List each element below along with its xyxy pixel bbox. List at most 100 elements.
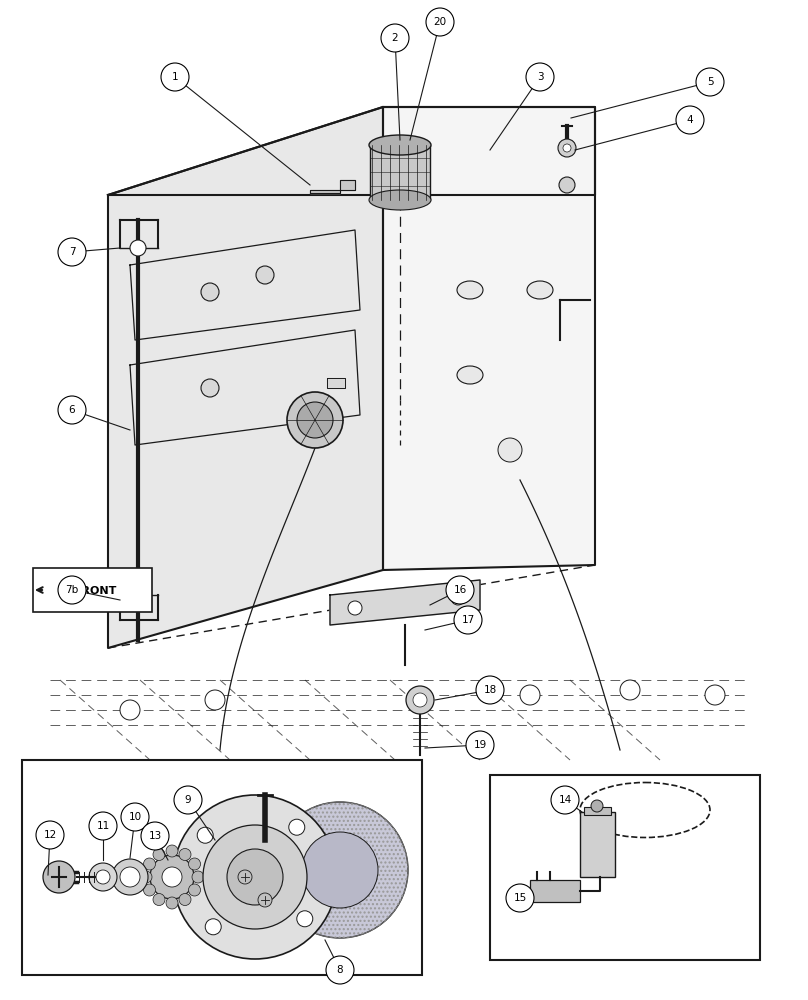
Circle shape xyxy=(498,438,522,462)
Circle shape xyxy=(36,821,64,849)
Circle shape xyxy=(297,911,313,927)
Text: 8: 8 xyxy=(337,965,343,975)
Text: 10: 10 xyxy=(128,812,141,822)
Circle shape xyxy=(58,576,86,604)
Text: 1: 1 xyxy=(171,72,179,82)
Circle shape xyxy=(451,591,465,605)
Ellipse shape xyxy=(580,782,710,838)
Text: 6: 6 xyxy=(69,405,75,415)
Circle shape xyxy=(288,819,305,835)
Circle shape xyxy=(466,731,494,759)
Circle shape xyxy=(258,893,272,907)
Text: 20: 20 xyxy=(433,17,447,27)
Circle shape xyxy=(153,848,165,860)
Ellipse shape xyxy=(457,366,483,384)
Bar xyxy=(580,812,615,877)
Ellipse shape xyxy=(457,281,483,299)
Polygon shape xyxy=(108,107,595,195)
Bar xyxy=(584,807,611,815)
Ellipse shape xyxy=(369,190,431,210)
Circle shape xyxy=(141,822,169,850)
Circle shape xyxy=(256,266,274,284)
Circle shape xyxy=(89,812,117,840)
Circle shape xyxy=(297,402,333,438)
Circle shape xyxy=(89,863,117,891)
Circle shape xyxy=(188,858,200,870)
Circle shape xyxy=(676,106,704,134)
Circle shape xyxy=(166,897,178,909)
Circle shape xyxy=(551,786,579,814)
Circle shape xyxy=(426,8,454,36)
Circle shape xyxy=(476,676,504,704)
Text: 7b: 7b xyxy=(65,585,78,595)
Circle shape xyxy=(506,884,534,912)
Polygon shape xyxy=(108,107,383,648)
Bar xyxy=(370,145,430,200)
Circle shape xyxy=(620,680,640,700)
Circle shape xyxy=(591,800,603,812)
Circle shape xyxy=(112,859,148,895)
Text: 7: 7 xyxy=(69,247,75,257)
Circle shape xyxy=(150,855,194,899)
Text: 4: 4 xyxy=(687,115,693,125)
Text: 3: 3 xyxy=(537,72,543,82)
Circle shape xyxy=(140,871,152,883)
Ellipse shape xyxy=(369,135,431,155)
Circle shape xyxy=(302,832,378,908)
Circle shape xyxy=(201,379,219,397)
Text: 9: 9 xyxy=(185,795,191,805)
Circle shape xyxy=(559,177,575,193)
Text: 12: 12 xyxy=(44,830,57,840)
Circle shape xyxy=(238,870,252,884)
Bar xyxy=(490,775,760,960)
Circle shape xyxy=(179,894,191,906)
Circle shape xyxy=(406,686,434,714)
Text: 18: 18 xyxy=(483,685,497,695)
Text: 5: 5 xyxy=(707,77,713,87)
Polygon shape xyxy=(330,580,480,625)
Circle shape xyxy=(179,848,191,860)
Text: 14: 14 xyxy=(558,795,571,805)
Circle shape xyxy=(348,601,362,615)
Circle shape xyxy=(58,396,86,424)
Polygon shape xyxy=(383,107,595,570)
Circle shape xyxy=(272,802,408,938)
Circle shape xyxy=(558,139,576,157)
Circle shape xyxy=(446,576,474,604)
Circle shape xyxy=(205,919,221,935)
Text: 15: 15 xyxy=(513,893,527,903)
Circle shape xyxy=(120,867,140,887)
Circle shape xyxy=(197,827,213,843)
Text: 16: 16 xyxy=(453,585,467,595)
Circle shape xyxy=(413,693,427,707)
Circle shape xyxy=(326,956,354,984)
Text: 2: 2 xyxy=(392,33,398,43)
Circle shape xyxy=(227,849,283,905)
Circle shape xyxy=(526,63,554,91)
Circle shape xyxy=(58,238,86,266)
Text: 17: 17 xyxy=(461,615,474,625)
Circle shape xyxy=(520,685,540,705)
Circle shape xyxy=(153,894,165,906)
Polygon shape xyxy=(327,378,345,388)
Circle shape xyxy=(705,685,725,705)
Ellipse shape xyxy=(527,281,553,299)
Circle shape xyxy=(121,803,149,831)
Circle shape xyxy=(130,587,146,603)
Text: 11: 11 xyxy=(96,821,110,831)
Circle shape xyxy=(192,871,204,883)
Circle shape xyxy=(96,870,110,884)
Circle shape xyxy=(130,240,146,256)
Circle shape xyxy=(43,861,75,893)
Circle shape xyxy=(454,606,482,634)
Circle shape xyxy=(205,690,225,710)
Text: 19: 19 xyxy=(473,740,486,750)
Circle shape xyxy=(144,858,155,870)
Circle shape xyxy=(203,825,307,929)
Circle shape xyxy=(287,392,343,448)
Circle shape xyxy=(381,24,409,52)
Circle shape xyxy=(696,68,724,96)
Polygon shape xyxy=(310,180,355,193)
Circle shape xyxy=(173,795,337,959)
Circle shape xyxy=(144,884,155,896)
